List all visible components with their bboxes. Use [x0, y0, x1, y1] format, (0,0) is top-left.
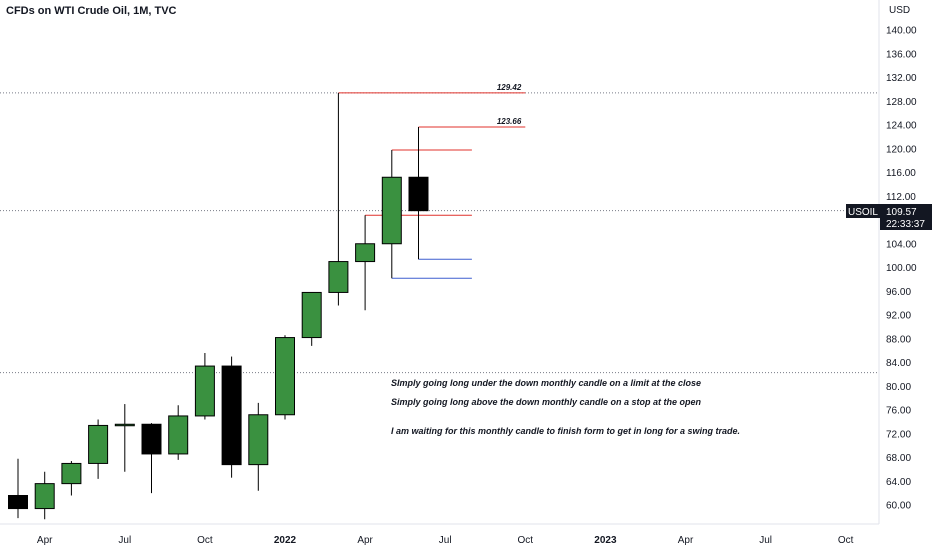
price-tick-label: 84.00: [886, 358, 911, 369]
price-tick-label: 132.00: [886, 73, 917, 84]
candle[interactable]: [168, 405, 189, 460]
candle[interactable]: [355, 215, 376, 311]
candle[interactable]: [301, 291, 322, 346]
time-tick-label: Oct: [838, 535, 854, 546]
time-tick-label: Jul: [759, 535, 772, 546]
time-tick-label: Oct: [518, 535, 534, 546]
time-tick-label: Jul: [439, 535, 452, 546]
price-tick-label: 60.00: [886, 501, 911, 512]
price-tick-label: 96.00: [886, 287, 911, 298]
down-candle-body: [141, 423, 162, 455]
time-tick-label: Jul: [118, 535, 131, 546]
candle[interactable]: [8, 458, 28, 519]
candle-countdown: 22:33:37: [886, 219, 925, 230]
candle[interactable]: [141, 423, 162, 494]
up-candle-body: [301, 291, 322, 339]
price-tick-label: 80.00: [886, 382, 911, 393]
candle[interactable]: [194, 353, 215, 420]
price-tick-label: 128.00: [886, 97, 917, 108]
price-tick-label: 68.00: [886, 453, 911, 464]
time-axis: Apr Jul Oct 2022 Apr Jul Oct 2023 Apr Jul Oct: [37, 535, 854, 546]
down-candle-body: [221, 365, 242, 466]
candle[interactable]: [34, 471, 55, 520]
candles: [8, 92, 429, 520]
symbol-label: USOIL: [848, 207, 878, 218]
candle[interactable]: [248, 402, 269, 491]
up-candle-body: [275, 337, 295, 416]
time-tick-label: Apr: [357, 535, 373, 546]
level-label: 123.66: [497, 117, 522, 126]
up-candle-body: [355, 243, 376, 263]
price-axis: 60.00 64.00 68.00 72.00 76.00 80.00 84.00 88.00…: [886, 26, 917, 512]
price-tick-label: 100.00: [886, 263, 917, 274]
dotted-levels: [0, 92, 879, 374]
up-candle-body: [61, 462, 82, 485]
up-candle-body: [168, 415, 189, 455]
chart-title: CFDs on WTI Crude Oil, 1M, TVC: [6, 5, 177, 17]
time-tick-label: 2023: [594, 535, 617, 546]
annotation-text: Simply going long above the down monthly…: [391, 397, 702, 407]
candle[interactable]: [114, 404, 135, 472]
price-tick-label: 112.00: [886, 192, 916, 203]
level-labels: 129.42 123.66: [497, 83, 522, 126]
candle[interactable]: [221, 356, 242, 478]
up-candle-body: [194, 365, 215, 417]
price-tick-label: 88.00: [886, 334, 911, 345]
up-candle-body: [381, 176, 402, 245]
price-tick-label: 76.00: [886, 406, 911, 417]
price-tick-label: 120.00: [886, 144, 917, 155]
candle[interactable]: [275, 335, 295, 420]
candle[interactable]: [381, 149, 402, 279]
last-price-value: 109.57: [886, 207, 917, 218]
up-candle-body: [34, 483, 55, 510]
price-tick-label: 104.00: [886, 239, 917, 250]
level-label: 129.42: [497, 83, 522, 92]
price-tick-label: 140.00: [886, 26, 917, 37]
time-tick-label: 2022: [274, 535, 297, 546]
candle[interactable]: [88, 419, 109, 479]
annotation-text: SImply going long under the down monthly…: [391, 378, 702, 388]
up-candle-body: [114, 423, 135, 427]
time-tick-label: Oct: [197, 535, 213, 546]
down-candle-body: [408, 176, 429, 212]
up-candle-body: [328, 261, 349, 293]
time-tick-label: Apr: [678, 535, 694, 546]
price-tick-label: 124.00: [886, 121, 917, 132]
up-candle-body: [248, 414, 269, 466]
price-tick-label: 64.00: [886, 477, 911, 488]
candle[interactable]: [61, 461, 82, 496]
candle[interactable]: [408, 127, 429, 260]
price-tick-label: 72.00: [886, 429, 911, 440]
candle[interactable]: [328, 92, 349, 306]
time-tick-label: Apr: [37, 535, 53, 546]
up-candle-body: [88, 424, 109, 464]
price-tick-label: 116.00: [886, 168, 916, 179]
down-candle-body: [8, 495, 28, 510]
annotation-text: I am waiting for this monthly candle to …: [391, 426, 741, 436]
price-tick-label: 92.00: [886, 311, 911, 322]
currency-label: USD: [889, 5, 911, 16]
last-price-tag: USOIL 109.57 22:33:37: [846, 204, 932, 230]
price-tick-label: 136.00: [886, 49, 917, 60]
